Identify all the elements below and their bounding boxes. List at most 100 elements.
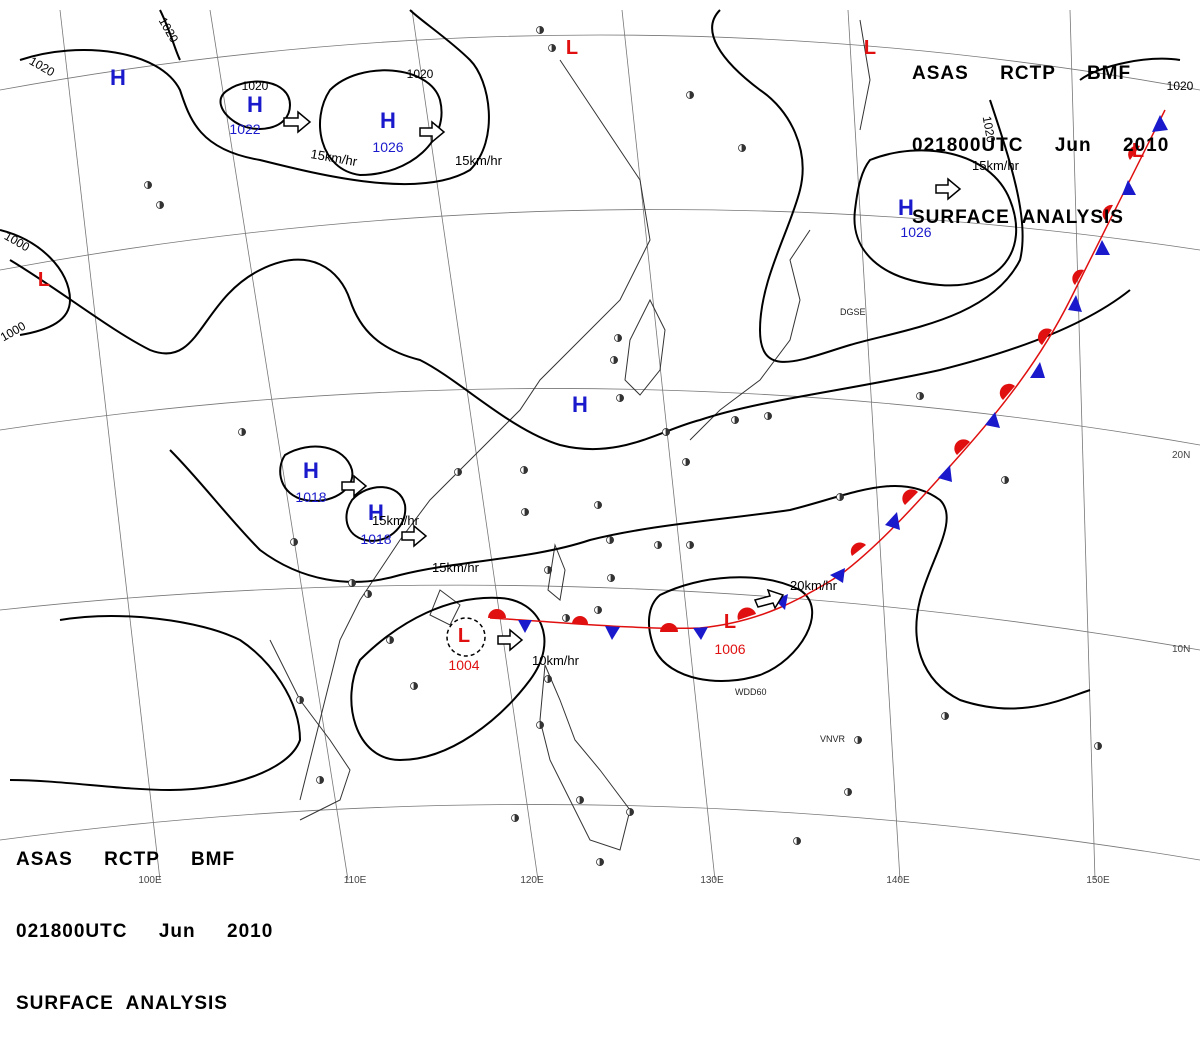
pressure-centers: H 1022 H 1026 H 1026 H H H 1018 H 1018 L L L L L 1004 L 100… (38, 37, 1144, 673)
front-semicircle (1072, 269, 1084, 285)
isobar-low-1004 (350, 596, 546, 762)
station-id-label: VNVR (820, 734, 846, 744)
station-cloud-fill (657, 541, 662, 549)
move-arrow (935, 177, 962, 201)
isobar-1020-east (711, 9, 1024, 363)
movement-speed-label: 10km/hr (532, 653, 580, 668)
map-background (0, 0, 1200, 900)
isobar-label: 1020 (1167, 79, 1194, 93)
pressure-value: 1004 (448, 657, 479, 673)
movement-speed-label: 15km/hr (372, 513, 420, 528)
header-top-right: ASAS RCTP BMF 021800UTC Jun 2010 SURFACE… (912, 14, 1169, 254)
isobars (0, 9, 1181, 792)
station-cloud-fill (413, 682, 418, 690)
coast-taiwan (547, 543, 566, 601)
front-semicircle (1102, 204, 1113, 220)
low-pressure-center: L (38, 269, 50, 291)
pressure-value: 1006 (714, 641, 745, 657)
pressure-value: 1026 (372, 139, 403, 155)
high-pressure-center: H (380, 108, 396, 133)
movement-speed-label: 15km/hr (972, 158, 1020, 173)
move-arrow (497, 628, 524, 652)
pressure-value: 1018 (360, 531, 391, 547)
front-triangle (830, 568, 845, 583)
high-pressure-center: H (368, 500, 384, 525)
isobar-high-1018 (279, 445, 354, 502)
front-warm-semicircles (488, 145, 1140, 632)
header-line-1: ASAS RCTP BMF (16, 849, 236, 870)
station-cloud-fill (796, 837, 801, 845)
grid-labels: 100E 110E 120E 130E 140E 150E 20N 10N (138, 450, 1190, 886)
station-cloud-fill (944, 712, 949, 720)
movement-speed-label: 15km/hr (455, 153, 503, 168)
isobar-1020-nw (159, 9, 181, 61)
isobar-central (9, 258, 1131, 450)
isobar-high-1022 (219, 80, 292, 130)
isobar-label: 1020 (242, 79, 269, 93)
front-semicircle (660, 623, 678, 632)
coast-philippines (539, 664, 631, 851)
station-cloud-fill (619, 394, 624, 402)
header-line-3: SURFACE ANALYSIS (16, 993, 228, 1014)
front-triangle (1152, 115, 1168, 132)
coast-hainan (429, 589, 461, 626)
station-cloud-fill (293, 538, 298, 546)
parallel-40n (0, 34, 1200, 91)
pressure-value: 1026 (900, 224, 931, 240)
longitude-label: 120E (520, 875, 544, 886)
meridian-120e (411, 9, 539, 881)
station-cloud-fill (565, 614, 570, 622)
pressure-value: 1022 (229, 121, 260, 137)
front-triangle (1068, 295, 1082, 312)
high-pressure-center: H (898, 195, 914, 220)
parallel-0n (0, 804, 1200, 861)
front-triangle (693, 627, 708, 640)
coast-japan (689, 229, 811, 441)
station-cloud-fill (839, 493, 844, 501)
latitude-label: 10N (1172, 644, 1190, 655)
front-triangle (938, 465, 952, 482)
station-cloud-fill (685, 458, 690, 466)
isobar-high-1018-b (345, 486, 407, 542)
station-cloud-fill (629, 808, 634, 816)
graticule (0, 9, 1200, 881)
stationary-front (488, 109, 1168, 640)
front-semicircle (572, 616, 588, 624)
longitude-label: 110E (344, 875, 367, 886)
move-arrow (341, 474, 368, 498)
front-semicircle (850, 542, 866, 556)
move-arrow (401, 524, 428, 548)
parallel-20n (0, 388, 1200, 446)
station-markers (144, 26, 1102, 866)
front-triangle (1030, 362, 1045, 378)
move-arrow (419, 120, 446, 144)
station-cloud-fill (919, 392, 924, 400)
station-id-label: WDD60 (735, 687, 767, 697)
station-cloud-fill (610, 574, 615, 582)
move-arrow (753, 588, 785, 610)
station-id-label: DGSE (840, 307, 866, 317)
station-cloud-fill (514, 814, 519, 822)
front-semicircle (1128, 145, 1140, 160)
station-cloud-fill (665, 428, 670, 436)
isobar-label: 1020 (407, 67, 434, 81)
header-line-2: 021800UTC Jun 2010 (912, 135, 1170, 156)
header-line-2: 021800UTC Jun 2010 (16, 921, 274, 942)
station-cloud-fill (319, 776, 324, 784)
front-triangle (605, 626, 620, 640)
station-cloud-fill (734, 416, 739, 424)
low-pressure-center: L (458, 625, 470, 647)
move-arrow (283, 110, 312, 134)
front-cold-triangles (518, 115, 1168, 640)
station-cloud-fill (523, 466, 528, 474)
front-triangle (775, 594, 788, 610)
meridian-130e (621, 9, 716, 881)
isobar-label: 1020 (980, 115, 998, 144)
front-triangle (885, 512, 900, 530)
station-cloud-fill (609, 536, 614, 544)
pressure-value: 1018 (295, 489, 326, 505)
longitude-label: 100E (138, 875, 162, 886)
station-cloud-fill (597, 501, 602, 509)
station-cloud-fill (539, 26, 544, 34)
